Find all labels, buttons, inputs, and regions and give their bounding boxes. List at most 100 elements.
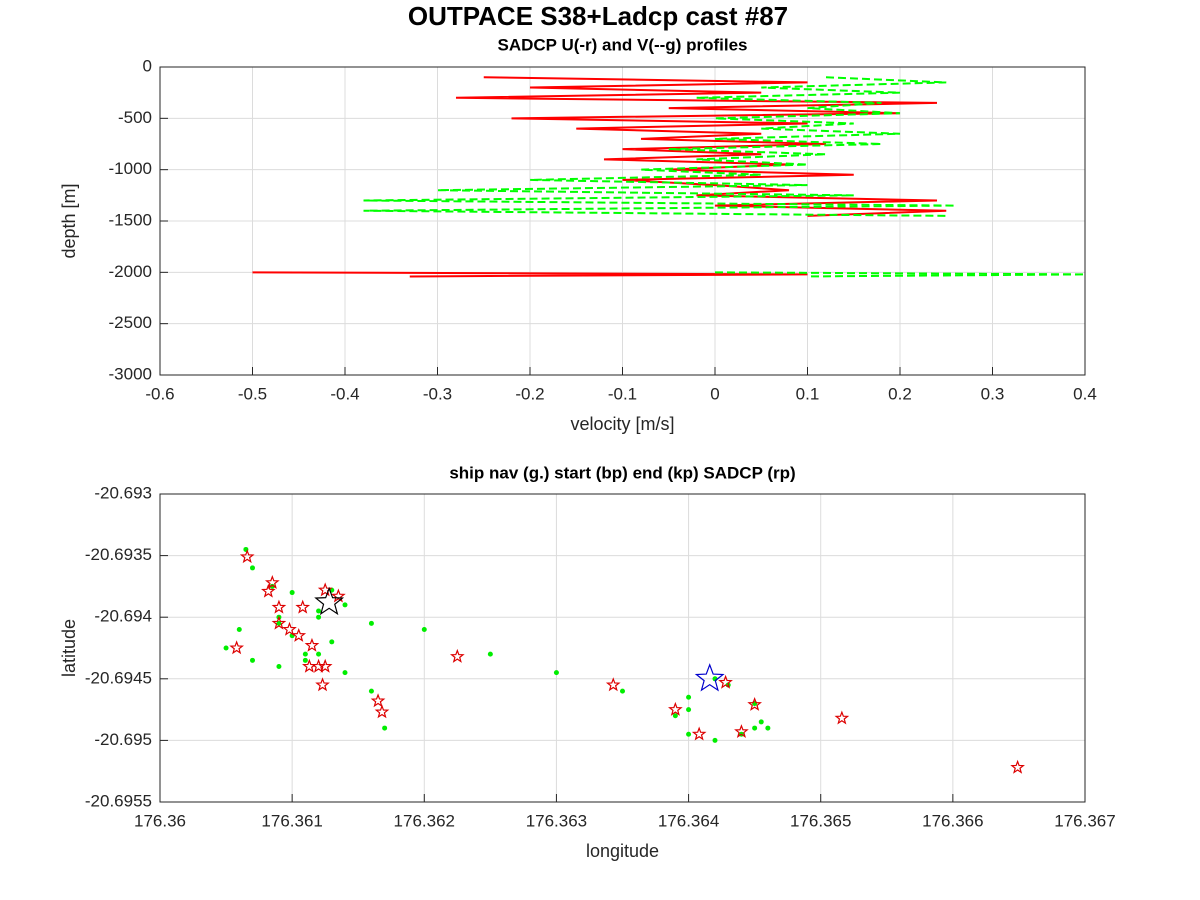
nav-point bbox=[302, 657, 308, 663]
y-tick-label: -20.695 bbox=[94, 730, 152, 749]
x-tick-label: 176.365 bbox=[790, 811, 851, 830]
star-marker bbox=[261, 583, 276, 598]
y-axis-label: depth [m] bbox=[59, 183, 79, 258]
y-tick-label: -2000 bbox=[109, 262, 152, 281]
nav-point bbox=[368, 620, 374, 626]
x-tick-label: 0.3 bbox=[981, 384, 1005, 403]
x-tick-label: 0.1 bbox=[796, 384, 820, 403]
x-tick-label: 176.366 bbox=[922, 811, 983, 830]
y-tick-label: -2500 bbox=[109, 313, 152, 332]
x-tick-label: -0.6 bbox=[145, 384, 174, 403]
star-marker bbox=[694, 663, 725, 692]
x-tick-label: 0.2 bbox=[888, 384, 912, 403]
star-marker bbox=[264, 574, 280, 589]
x-tick-label: -0.5 bbox=[238, 384, 267, 403]
nav-point bbox=[765, 725, 771, 731]
x-tick-label: -0.4 bbox=[330, 384, 359, 403]
nav-point bbox=[250, 565, 255, 571]
nav-point bbox=[236, 627, 242, 633]
nav-point bbox=[342, 670, 348, 676]
x-axis-label: longitude bbox=[586, 841, 659, 861]
star-marker bbox=[449, 648, 465, 663]
y-tick-label: -3000 bbox=[109, 364, 152, 383]
nav-point bbox=[250, 657, 255, 663]
profile-line bbox=[714, 271, 1086, 278]
x-axis-label: velocity [m/s] bbox=[570, 414, 674, 434]
star-marker bbox=[691, 726, 707, 741]
star-marker bbox=[370, 693, 386, 708]
star-marker bbox=[605, 677, 621, 692]
nav-point bbox=[487, 651, 493, 657]
star-marker bbox=[718, 674, 733, 689]
chart-title: ship nav (g.) start (bp) end (kp) SADCP … bbox=[449, 463, 795, 482]
nav-point bbox=[382, 725, 388, 731]
profile-line bbox=[252, 271, 808, 278]
nav-point bbox=[316, 608, 322, 614]
nav-point bbox=[269, 583, 275, 589]
plot-area bbox=[160, 494, 1085, 802]
nav-point bbox=[223, 645, 229, 651]
nav-point bbox=[276, 663, 282, 669]
star-marker bbox=[239, 549, 255, 564]
y-tick-label: -20.6945 bbox=[85, 668, 152, 687]
nav-point bbox=[712, 737, 718, 743]
nav-point bbox=[316, 614, 322, 620]
nav-point bbox=[368, 688, 374, 694]
y-tick-label: -20.6935 bbox=[85, 545, 152, 564]
nav-point bbox=[302, 651, 308, 657]
x-tick-label: 176.361 bbox=[261, 811, 322, 830]
nav-point bbox=[686, 731, 692, 737]
nav-point bbox=[686, 707, 692, 713]
star-marker bbox=[1010, 759, 1025, 774]
star-marker bbox=[282, 621, 297, 636]
x-tick-label: 176.364 bbox=[658, 811, 719, 830]
nav-point bbox=[276, 620, 282, 626]
x-tick-label: -0.2 bbox=[515, 384, 544, 403]
star-marker bbox=[747, 696, 762, 711]
star-marker bbox=[311, 658, 326, 673]
x-tick-label: 176.363 bbox=[526, 811, 587, 830]
profile-line bbox=[363, 76, 956, 217]
y-tick-label: -20.6955 bbox=[85, 791, 152, 810]
star-marker bbox=[229, 640, 244, 655]
star-marker bbox=[374, 704, 390, 719]
x-tick-label: 0.4 bbox=[1073, 384, 1097, 403]
star-marker bbox=[834, 710, 850, 725]
nav-point bbox=[342, 602, 348, 608]
star-marker bbox=[314, 586, 345, 616]
nav-point bbox=[758, 719, 764, 725]
nav-point bbox=[421, 627, 427, 633]
x-tick-label: 176.367 bbox=[1054, 811, 1115, 830]
star-marker bbox=[315, 677, 330, 692]
axes-box bbox=[159, 493, 1086, 803]
nav-point bbox=[329, 639, 335, 645]
star-marker bbox=[271, 615, 287, 630]
star-marker bbox=[295, 599, 311, 614]
nav-point bbox=[752, 725, 758, 731]
y-tick-label: -20.693 bbox=[94, 483, 152, 502]
nav-point bbox=[553, 670, 559, 676]
x-tick-label: -0.3 bbox=[423, 384, 452, 403]
x-tick-label: 0 bbox=[710, 384, 719, 403]
figure-title: OUTPACE S38+Ladcp cast #87 bbox=[408, 1, 788, 31]
nav-point bbox=[620, 688, 625, 694]
y-tick-label: 0 bbox=[143, 56, 152, 75]
star-marker bbox=[734, 724, 749, 739]
nav-point bbox=[672, 713, 678, 719]
chart-title: SADCP U(-r) and V(--g) profiles bbox=[498, 35, 748, 54]
profile-line bbox=[455, 76, 947, 217]
star-marker bbox=[271, 599, 287, 614]
y-axis-label: latitude bbox=[59, 619, 79, 677]
nav-point bbox=[289, 590, 295, 596]
y-tick-label: -1000 bbox=[109, 159, 152, 178]
star-marker bbox=[291, 627, 307, 642]
x-tick-label: 176.36 bbox=[134, 811, 186, 830]
y-tick-label: -20.694 bbox=[94, 607, 152, 626]
y-tick-label: -1500 bbox=[109, 210, 152, 229]
x-tick-label: -0.1 bbox=[608, 384, 637, 403]
nav-point bbox=[686, 694, 692, 700]
axes-box bbox=[159, 66, 1086, 376]
nav-point bbox=[316, 651, 322, 657]
star-marker bbox=[668, 701, 683, 716]
